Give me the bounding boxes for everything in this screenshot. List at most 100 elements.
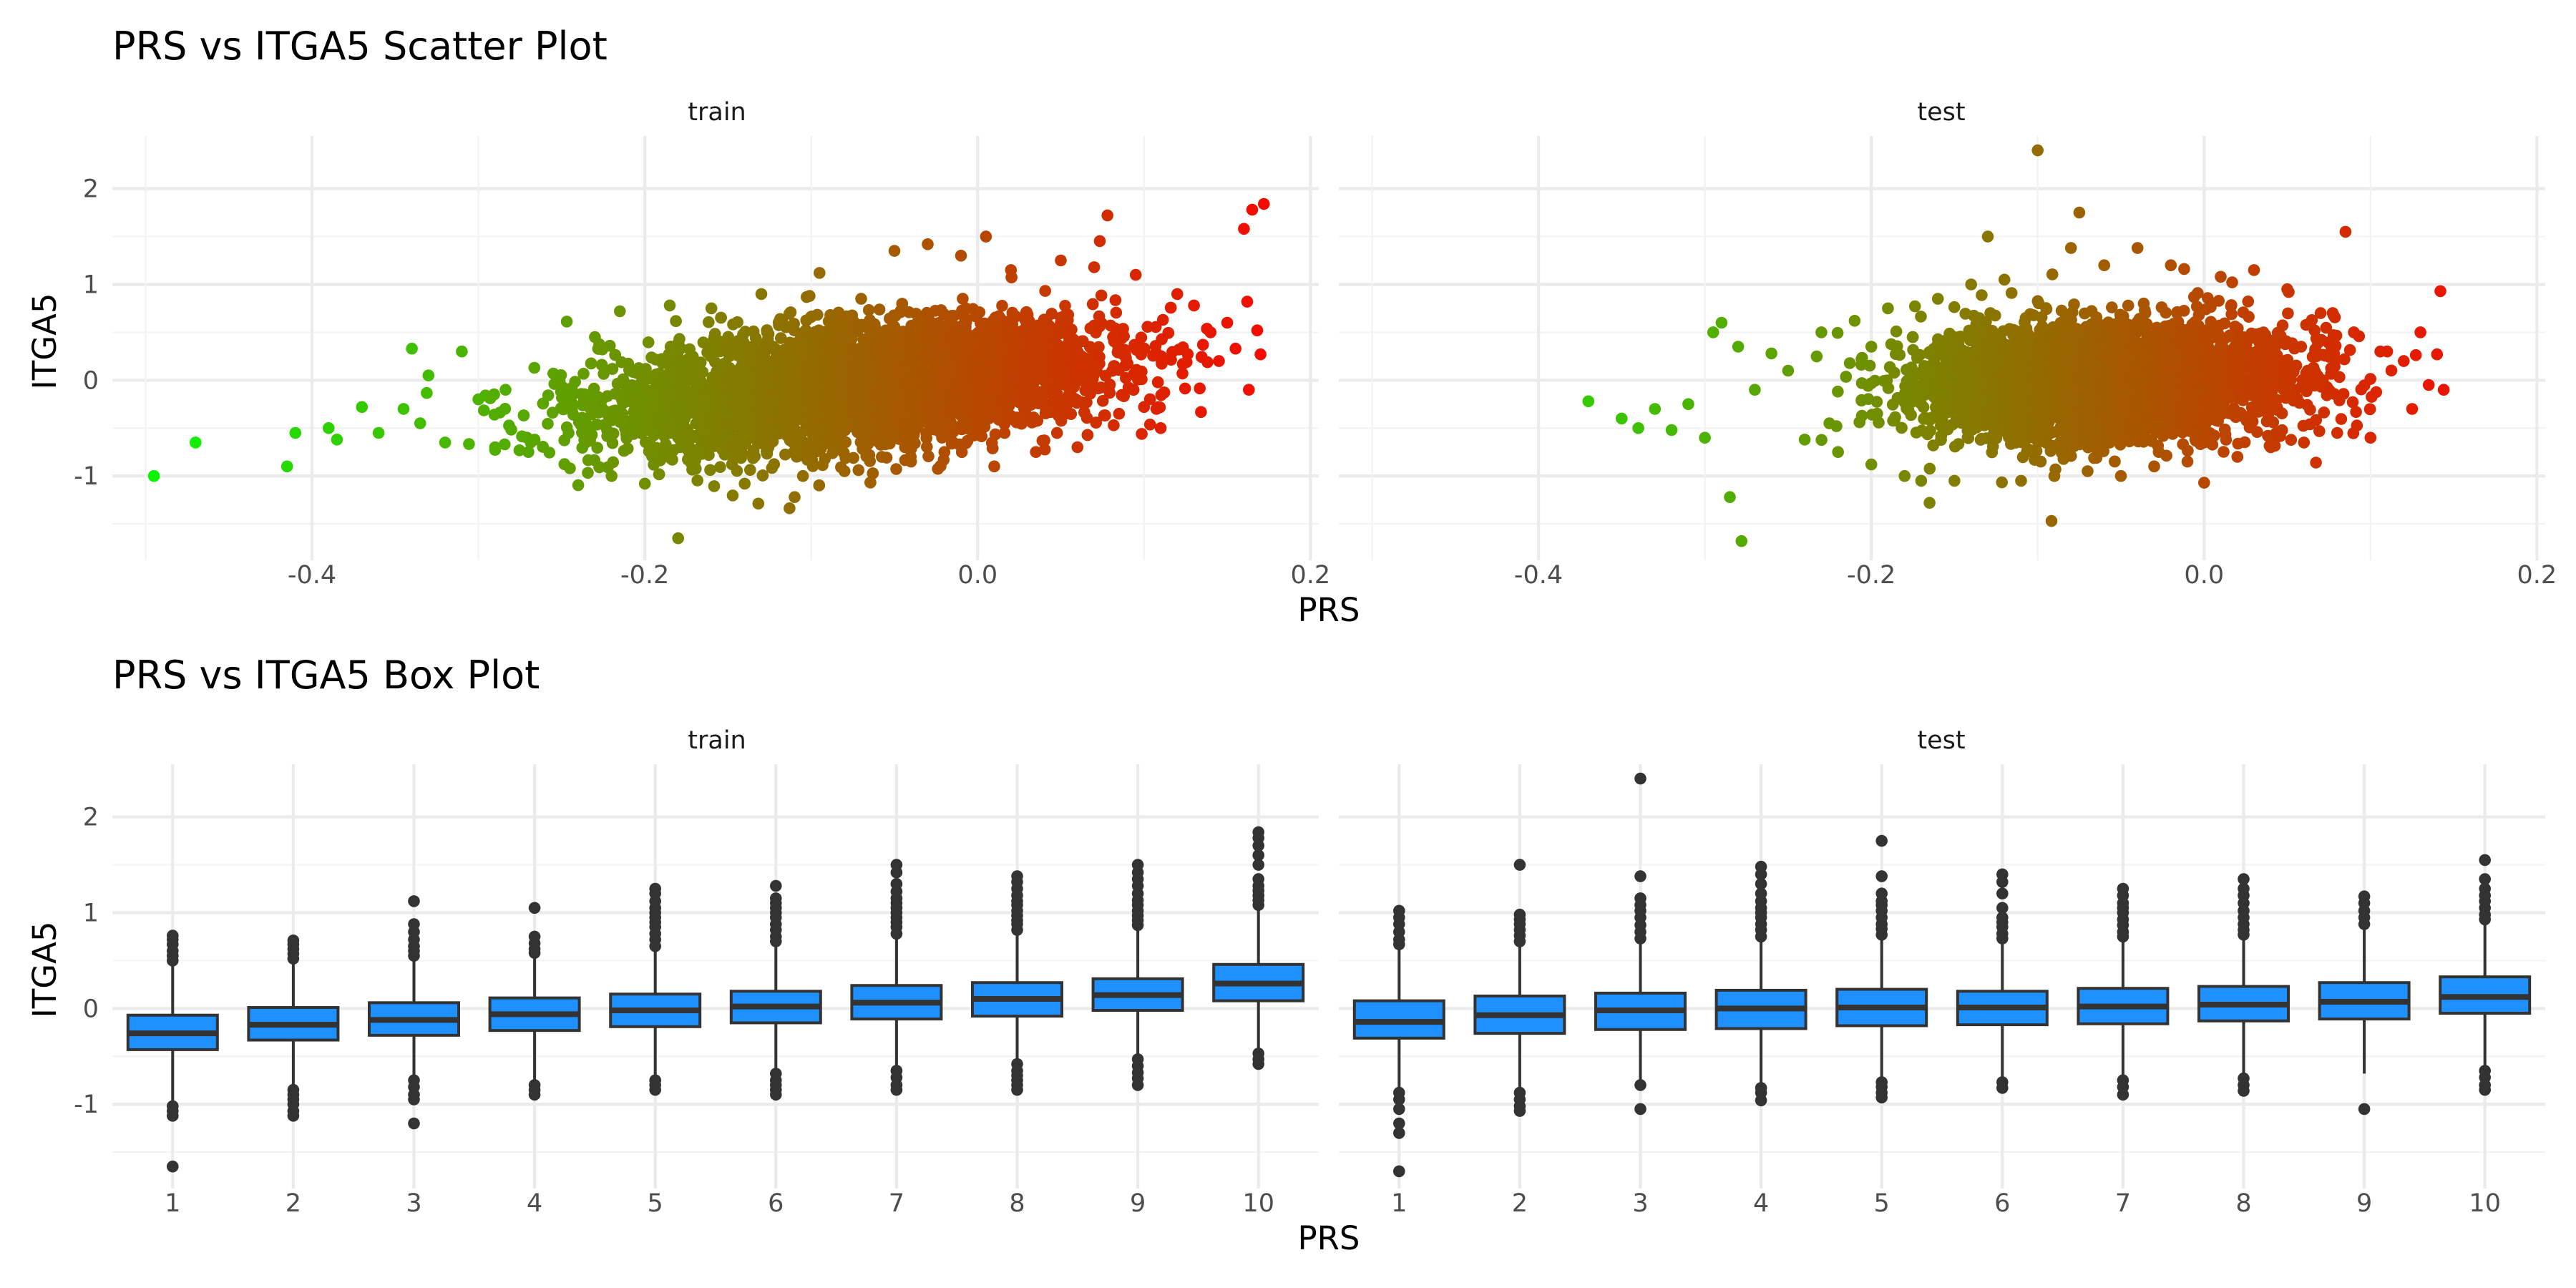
scatter-point	[516, 430, 528, 443]
scatter-point	[1038, 434, 1050, 447]
scatter-point	[716, 444, 729, 457]
scatter-point	[1081, 429, 1094, 441]
scatter-point	[1086, 298, 1099, 311]
scatter-point	[731, 464, 743, 477]
scatter-point	[1109, 294, 1122, 306]
scatter-point	[908, 326, 921, 338]
scatter-point	[628, 428, 640, 440]
scatter-point	[670, 315, 682, 328]
scatter-point	[813, 324, 825, 337]
scatter-point	[572, 479, 585, 492]
scatter-point	[650, 369, 663, 381]
scatter-point	[708, 328, 721, 340]
scatter-point	[969, 310, 982, 323]
scatter-point	[996, 300, 1008, 312]
scatter-point	[960, 302, 972, 315]
scatter-point	[1039, 285, 1051, 297]
scatter-point	[1141, 321, 1153, 333]
scatter-point	[1059, 300, 1071, 312]
scatter-point	[908, 341, 920, 353]
scatter-point	[1127, 384, 1140, 396]
scatter-point	[784, 306, 797, 318]
scatter-point	[744, 464, 756, 476]
scatter-point	[1086, 373, 1099, 385]
scatter-point	[1135, 331, 1148, 344]
scatter-point	[1156, 313, 1169, 326]
scatter-point	[595, 401, 608, 414]
scatter-point	[649, 353, 662, 366]
scatter-train-points	[147, 197, 1270, 545]
scatter-point	[691, 474, 703, 487]
scatter-point	[1103, 386, 1116, 399]
scatter-point	[769, 343, 782, 356]
scatter-point	[721, 342, 733, 354]
scatter-point	[642, 336, 655, 348]
scatter-point	[499, 403, 512, 415]
scatter-point	[839, 436, 852, 449]
scatter-point	[1151, 376, 1164, 389]
scatter-point	[1085, 342, 1098, 354]
scatter-point	[542, 418, 554, 430]
scatter-point	[463, 438, 475, 450]
scatter-point	[708, 480, 721, 492]
scatter-point	[791, 450, 804, 463]
scatter-point	[837, 447, 850, 459]
scatter-point	[852, 464, 865, 477]
scatter-point	[1099, 409, 1111, 421]
scatter-point	[894, 304, 907, 317]
scatter-point	[537, 441, 549, 453]
scatter-point	[992, 414, 1005, 426]
scatter-point	[972, 404, 985, 416]
scatter-point	[756, 469, 769, 482]
scatter-point	[731, 316, 743, 328]
scatter-point	[1058, 310, 1070, 323]
scatter-point	[1118, 330, 1130, 343]
scatter-point	[819, 453, 831, 465]
scatter-point	[784, 502, 796, 514]
scatter-point	[1030, 374, 1043, 386]
scatter-point	[744, 341, 757, 353]
scatter-point	[606, 436, 619, 449]
scatter-point	[804, 290, 816, 302]
scatter-point	[597, 368, 610, 380]
scatter-point	[862, 304, 875, 316]
scatter-point	[998, 394, 1011, 406]
scatter-point	[746, 447, 759, 460]
scatter-point	[761, 324, 774, 336]
scatter-point	[1131, 343, 1143, 356]
scatter-point	[648, 429, 660, 441]
scatter-point	[802, 368, 814, 380]
scatter-point	[1093, 235, 1106, 248]
scatter-section: PRS vs ITGA5 Scatter Plot train test -10…	[26, 24, 2557, 629]
scatter-point	[922, 450, 935, 462]
scatter-point	[650, 401, 663, 414]
scatter-point	[824, 432, 837, 444]
scatter-point	[1020, 312, 1033, 325]
scatter-point	[1196, 338, 1209, 351]
scatter-point	[860, 450, 873, 462]
scatter-point	[739, 326, 751, 338]
scatter-point	[578, 388, 590, 401]
scatter-point	[488, 409, 501, 421]
scatter-point	[585, 408, 597, 421]
scatter-point	[836, 331, 849, 344]
scatter-point	[478, 404, 490, 416]
scatter-point	[560, 316, 573, 328]
scatter-point	[986, 442, 999, 454]
scatter-point	[1164, 301, 1177, 314]
scatter-point	[1149, 340, 1162, 352]
scatter-point	[537, 397, 550, 410]
scatter-point	[1196, 351, 1208, 364]
scatter-strip-train: train	[688, 98, 746, 127]
scatter-point	[1067, 333, 1080, 346]
scatter-point	[633, 362, 645, 374]
scatter-point	[989, 428, 1002, 441]
scatter-point	[876, 451, 888, 463]
scatter-point	[714, 461, 726, 473]
scatter-point	[1136, 428, 1148, 440]
scatter-point	[1080, 396, 1093, 409]
scatter-point	[846, 309, 859, 322]
scatter-point	[664, 341, 677, 353]
